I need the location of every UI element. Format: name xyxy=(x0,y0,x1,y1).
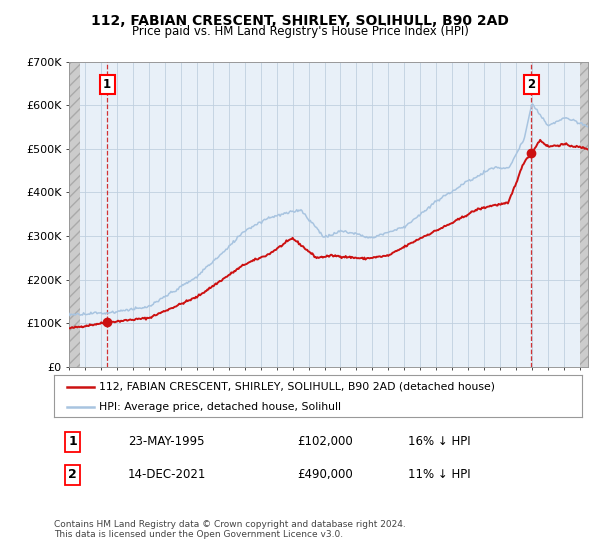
Text: £102,000: £102,000 xyxy=(297,435,353,449)
Text: 14-DEC-2021: 14-DEC-2021 xyxy=(128,468,206,482)
Text: Price paid vs. HM Land Registry's House Price Index (HPI): Price paid vs. HM Land Registry's House … xyxy=(131,25,469,38)
Text: 11% ↓ HPI: 11% ↓ HPI xyxy=(408,468,470,482)
Text: 16% ↓ HPI: 16% ↓ HPI xyxy=(408,435,470,449)
Text: 1: 1 xyxy=(68,435,77,449)
Bar xyxy=(580,62,588,367)
Text: HPI: Average price, detached house, Solihull: HPI: Average price, detached house, Soli… xyxy=(99,402,341,412)
Text: 2: 2 xyxy=(527,78,535,91)
Text: 23-MAY-1995: 23-MAY-1995 xyxy=(128,435,205,449)
Text: 112, FABIAN CRESCENT, SHIRLEY, SOLIHULL, B90 2AD: 112, FABIAN CRESCENT, SHIRLEY, SOLIHULL,… xyxy=(91,14,509,28)
Text: 1: 1 xyxy=(103,78,111,91)
Bar xyxy=(69,62,80,367)
Text: Contains HM Land Registry data © Crown copyright and database right 2024.
This d: Contains HM Land Registry data © Crown c… xyxy=(54,520,406,539)
Text: 2: 2 xyxy=(68,468,77,482)
Text: 112, FABIAN CRESCENT, SHIRLEY, SOLIHULL, B90 2AD (detached house): 112, FABIAN CRESCENT, SHIRLEY, SOLIHULL,… xyxy=(99,382,495,392)
Text: £490,000: £490,000 xyxy=(297,468,353,482)
